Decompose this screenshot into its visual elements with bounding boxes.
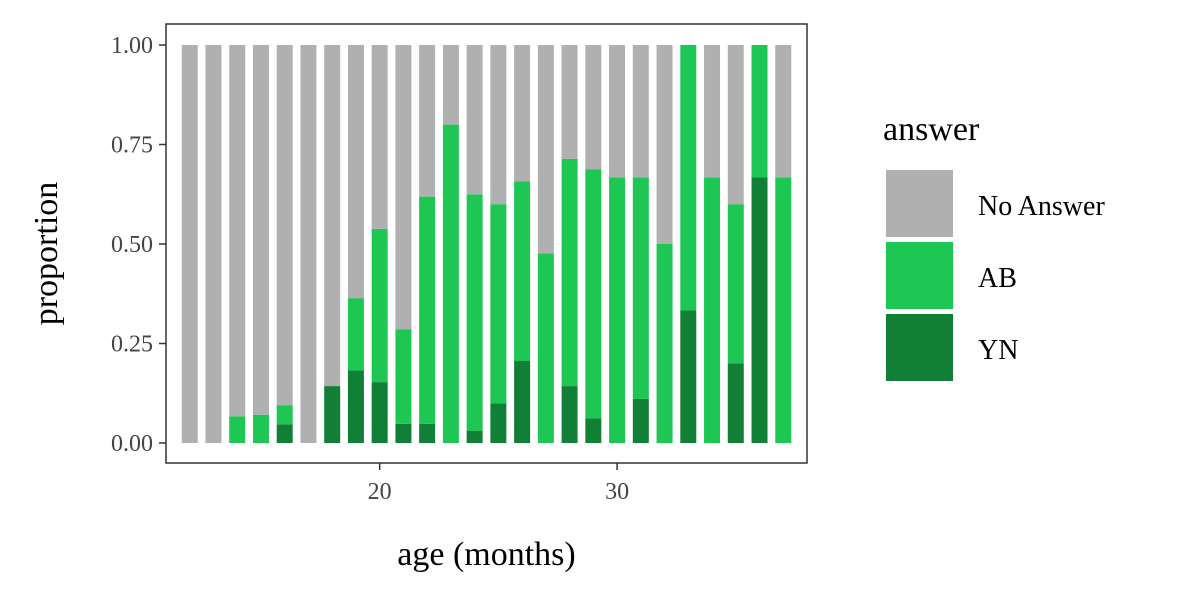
bar-segment-ab-29 <box>585 169 602 419</box>
x-axis: 20 30 <box>368 463 629 505</box>
legend-key-ab <box>886 242 953 309</box>
bar-segment-yn-24 <box>466 430 483 443</box>
bar-segment-no-answer-18 <box>324 45 341 387</box>
bar-segment-yn-20 <box>371 382 388 443</box>
y-tick-label: 0.00 <box>111 431 153 457</box>
x-tick-label: 20 <box>368 479 392 505</box>
bar-segment-no-answer-26 <box>514 45 531 182</box>
bar-segment-yn-35 <box>727 363 744 443</box>
bar-segment-no-answer-22 <box>419 45 436 197</box>
bar-segment-ab-23 <box>442 124 459 443</box>
bar-segment-yn-33 <box>680 310 697 443</box>
bar-segment-no-answer-13 <box>205 45 222 443</box>
bar-segment-yn-36 <box>751 177 768 443</box>
x-tick-label: 30 <box>605 479 629 505</box>
y-tick-label: 1.00 <box>111 33 153 59</box>
bar-segment-yn-31 <box>632 398 649 443</box>
bar-segment-yn-22 <box>419 423 436 443</box>
legend-label-yn: YN <box>978 335 1018 366</box>
legend-key-no-answer <box>886 170 953 237</box>
bar-segment-no-answer-17 <box>300 45 317 443</box>
bar-segment-no-answer-24 <box>466 45 483 195</box>
bar-segment-ab-22 <box>419 196 436 424</box>
bar-segment-ab-19 <box>347 298 364 371</box>
bar-segment-no-answer-30 <box>609 45 626 178</box>
x-axis-title: age (months) <box>397 536 575 573</box>
bar-segment-ab-26 <box>514 181 531 362</box>
bar-segment-ab-27 <box>537 253 554 443</box>
bar-segment-no-answer-31 <box>632 45 649 178</box>
bar-segment-ab-20 <box>371 228 388 383</box>
bar-segment-ab-34 <box>704 177 721 443</box>
bar-segment-no-answer-25 <box>490 45 507 205</box>
bar-segment-no-answer-19 <box>347 45 364 299</box>
bar-segment-yn-16 <box>276 424 293 443</box>
bar-segment-no-answer-15 <box>252 45 269 415</box>
bar-segment-no-answer-32 <box>656 45 673 244</box>
legend-title: answer <box>883 111 980 148</box>
bar-segment-no-answer-21 <box>395 45 412 330</box>
legend-label-ab: AB <box>978 263 1017 294</box>
y-tick-label: 0.50 <box>111 232 153 258</box>
bar-segment-no-answer-28 <box>561 45 578 159</box>
bar-segment-no-answer-35 <box>727 45 744 205</box>
legend-key-yn <box>886 314 953 381</box>
bar-segment-no-answer-20 <box>371 45 388 229</box>
bar-segment-yn-21 <box>395 423 412 443</box>
legend: answer No Answer AB YN <box>883 111 1105 381</box>
bar-segment-no-answer-23 <box>442 45 459 125</box>
bar-segment-no-answer-27 <box>537 45 554 254</box>
bar-segment-ab-16 <box>276 405 293 425</box>
bar-segment-ab-36 <box>751 45 768 178</box>
y-axis-title: proportion <box>28 182 65 326</box>
bar-segment-ab-30 <box>609 177 626 443</box>
bar-segment-no-answer-12 <box>181 45 198 443</box>
bar-segment-yn-18 <box>324 386 341 443</box>
bars-layer <box>181 45 792 443</box>
bar-segment-no-answer-37 <box>775 45 792 178</box>
bar-segment-no-answer-16 <box>276 45 293 406</box>
bar-segment-yn-25 <box>490 403 507 443</box>
bar-segment-ab-37 <box>775 177 792 443</box>
y-tick-label: 0.75 <box>111 133 153 159</box>
bar-segment-ab-24 <box>466 194 483 431</box>
bar-segment-ab-25 <box>490 204 507 404</box>
bar-segment-ab-15 <box>252 414 269 443</box>
bar-segment-yn-19 <box>347 370 364 443</box>
legend-label-no-answer: No Answer <box>978 191 1105 222</box>
bar-segment-no-answer-14 <box>229 45 246 417</box>
bar-segment-yn-29 <box>585 418 602 443</box>
bar-segment-no-answer-34 <box>704 45 721 178</box>
bar-segment-no-answer-29 <box>585 45 602 170</box>
bar-segment-yn-28 <box>561 386 578 443</box>
bar-segment-yn-26 <box>514 361 531 443</box>
bar-segment-ab-31 <box>632 177 649 399</box>
bar-segment-ab-32 <box>656 244 673 443</box>
y-axis: 0.00 0.25 0.50 0.75 1.00 <box>111 33 166 457</box>
bar-segment-ab-14 <box>229 416 246 443</box>
bar-segment-ab-33 <box>680 45 697 311</box>
bar-segment-ab-35 <box>727 204 744 364</box>
bar-segment-ab-28 <box>561 158 578 387</box>
bar-segment-ab-21 <box>395 329 412 424</box>
y-tick-label: 0.25 <box>111 332 153 358</box>
